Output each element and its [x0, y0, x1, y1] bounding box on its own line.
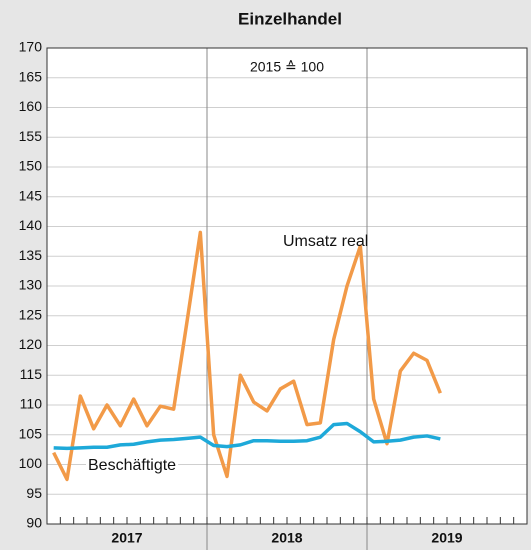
plot-frame	[46, 47, 528, 525]
label-bg	[86, 457, 179, 475]
y-tick-label: 105	[19, 425, 43, 441]
y-tick-label: 160	[19, 98, 43, 114]
y-tick-label: 100	[19, 455, 43, 471]
y-tick-label: 110	[20, 396, 43, 412]
x-group-label: 2019	[431, 530, 462, 546]
x-group-label: 2017	[111, 530, 142, 546]
series-label: Beschäftigte	[88, 457, 176, 474]
line-series	[53, 421, 441, 451]
y-tick-label: 140	[19, 217, 43, 233]
y-tick-label: 125	[19, 306, 43, 322]
chart-title: Einzelhandel	[238, 9, 342, 28]
x-group-label: 2018	[271, 530, 302, 546]
y-tick-label: 115	[20, 366, 43, 382]
line-series	[52, 230, 442, 482]
y-tick-label: 170	[19, 39, 43, 55]
y-tick-label: 135	[19, 247, 43, 263]
y-tick-label: 165	[19, 68, 43, 84]
y-tick-label: 120	[19, 336, 43, 352]
y-tick-label: 130	[19, 277, 43, 293]
series-label: Umsatz real	[283, 233, 368, 250]
y-tick-label: 95	[26, 485, 42, 501]
y-tick-label: 155	[19, 128, 43, 144]
y-tick-label: 90	[26, 515, 42, 531]
y-tick-label: 150	[19, 158, 43, 174]
annotation: 2015 ≙ 100	[250, 59, 324, 75]
y-tick-label: 145	[19, 187, 43, 203]
